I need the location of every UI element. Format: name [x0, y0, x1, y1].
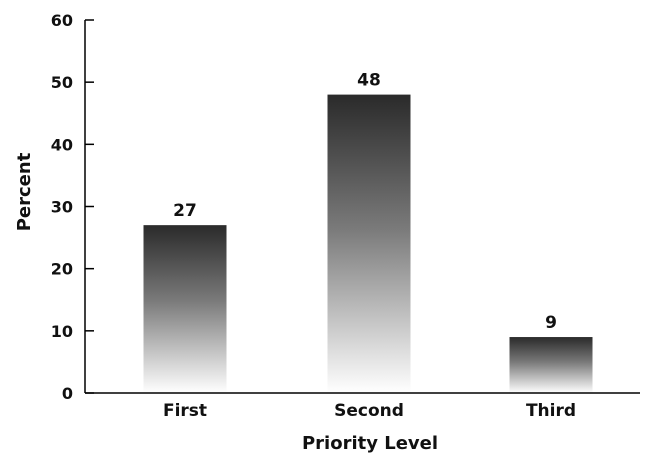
- y-tick-label: 10: [51, 322, 73, 341]
- y-axis-title: Percent: [14, 152, 35, 231]
- x-labels-group: First Second Third: [163, 401, 576, 421]
- y-tick-label: 30: [51, 198, 73, 217]
- bar-first: [143, 225, 227, 393]
- y-tick-label: 50: [51, 73, 73, 92]
- bar-third: [509, 337, 593, 393]
- bars-group: [143, 94, 593, 393]
- data-label-first: 27: [173, 201, 197, 221]
- data-labels-group: 27 48 9: [173, 71, 557, 333]
- y-tick-label: 40: [51, 135, 73, 154]
- x-category-label: First: [163, 401, 207, 421]
- bar-second: [327, 94, 411, 393]
- data-label-second: 48: [357, 71, 381, 91]
- x-category-label: Third: [526, 401, 576, 421]
- y-ticks-group: 0 10 20 30 40 50 60: [51, 11, 94, 403]
- y-tick-label: 60: [51, 11, 73, 30]
- data-label-third: 9: [545, 313, 557, 333]
- x-category-label: Second: [334, 401, 404, 421]
- y-tick-label: 20: [51, 260, 73, 279]
- y-tick-label: 0: [62, 384, 73, 403]
- x-axis-title: Priority Level: [302, 433, 438, 454]
